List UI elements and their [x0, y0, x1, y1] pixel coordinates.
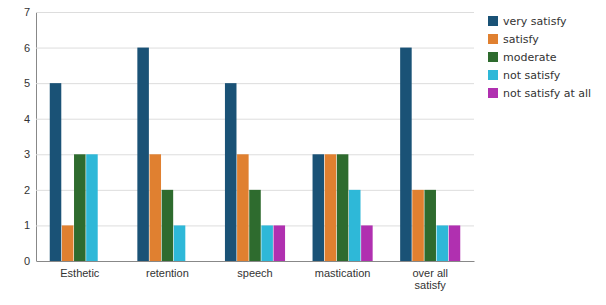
legend-item: not satisfy at all [488, 87, 591, 100]
bar [98, 261, 110, 262]
x-tick-label: over allsatisfy [412, 267, 447, 292]
y-tick-label: 2 [24, 184, 30, 196]
legend-swatch [488, 16, 498, 26]
x-axis-line [37, 261, 475, 262]
x-tick: mastication [315, 267, 371, 279]
x-tick: retention [146, 267, 189, 279]
y-tick-label: 0 [24, 255, 30, 267]
legend-item: moderate [488, 51, 557, 64]
bar [349, 190, 361, 261]
bar [261, 225, 273, 261]
bar [225, 83, 237, 261]
bar [361, 225, 373, 261]
y-axis-line [37, 13, 475, 262]
x-tick-label: mastication [315, 267, 371, 279]
x-tick-label: retention [146, 267, 189, 279]
legend-swatch [488, 52, 498, 62]
bar [62, 225, 74, 261]
grid-line [36, 12, 474, 13]
x-tick-label-line: speech [237, 267, 272, 279]
x-tick-label: speech [237, 267, 272, 279]
y-tick-label: 7 [24, 6, 30, 18]
x-tick-label-line: satisfy [415, 279, 447, 291]
legend-item: satisfy [488, 33, 539, 46]
bar [162, 190, 174, 261]
grid-line [36, 261, 474, 262]
bar [249, 190, 261, 261]
legend-label: not satisfy [503, 69, 561, 82]
legend-label: not satisfy at all [503, 87, 591, 100]
bar [50, 83, 62, 261]
x-tick-label-line: retention [146, 267, 189, 279]
bar [400, 48, 412, 261]
bar-series [62, 154, 424, 261]
legend-label: satisfy [503, 33, 539, 46]
y-tick: 7 [24, 6, 474, 18]
y-tick-label: 5 [24, 77, 30, 89]
y-tick-label: 3 [24, 148, 30, 160]
y-tick-label: 6 [24, 42, 30, 54]
bar [274, 225, 286, 261]
bar [137, 48, 149, 261]
y-tick-label: 1 [24, 219, 30, 231]
x-tick-label-line: Esthetic [60, 267, 100, 279]
bar [449, 225, 461, 261]
x-tick: over allsatisfy [412, 267, 447, 292]
x-tick-label-line: mastication [315, 267, 371, 279]
bar [437, 225, 449, 261]
bar-series [74, 154, 436, 261]
bar [74, 154, 86, 261]
bars [50, 48, 461, 261]
plot: 0 1 2 3 4 5 6 7 Esthetic retention speech masticati… [24, 6, 475, 291]
legend-label: very satisfy [503, 15, 567, 28]
legend-label: moderate [503, 51, 557, 64]
bar-series [50, 48, 412, 261]
x-tick: speech [237, 267, 272, 279]
bar [337, 154, 349, 261]
legend: very satisfy satisfy moderate not satisfy no… [488, 15, 591, 100]
legend-item: not satisfy [488, 69, 561, 82]
bar [149, 154, 161, 261]
bar [313, 154, 325, 261]
bar [237, 154, 249, 261]
y-tick-label: 4 [24, 113, 30, 125]
legend-swatch [488, 70, 498, 80]
bar-series [274, 225, 461, 261]
bar [86, 154, 98, 261]
x-tick-label-line: over all [412, 267, 447, 279]
legend-swatch [488, 88, 498, 98]
legend-item: very satisfy [488, 15, 567, 28]
x-tick: Esthetic [60, 267, 100, 279]
chart-container: 0 1 2 3 4 5 6 7 Esthetic retention speech masticati… [0, 0, 606, 305]
bar [412, 190, 424, 261]
bar-series [86, 154, 448, 261]
y-axis: 0 1 2 3 4 5 6 7 [24, 6, 474, 267]
bar [174, 225, 186, 261]
bar [424, 190, 436, 261]
x-tick-label: Esthetic [60, 267, 100, 279]
bar [186, 261, 198, 262]
x-axis: Esthetic retention speech mastication over a… [37, 262, 475, 292]
bar [325, 154, 337, 261]
chart-svg: 0 1 2 3 4 5 6 7 Esthetic retention speech masticati… [0, 0, 606, 305]
legend-swatch [488, 34, 498, 44]
